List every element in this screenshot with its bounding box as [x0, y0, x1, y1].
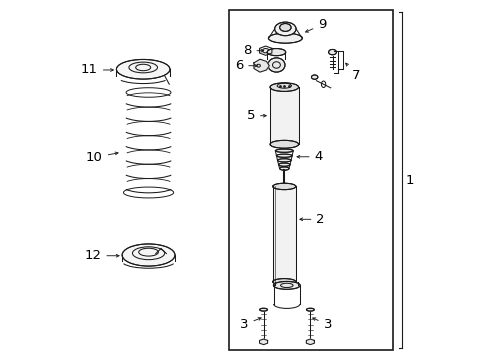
Ellipse shape	[272, 279, 296, 285]
Ellipse shape	[269, 33, 302, 43]
Ellipse shape	[270, 140, 298, 148]
Ellipse shape	[312, 75, 318, 79]
Text: 3: 3	[313, 318, 332, 331]
Ellipse shape	[117, 59, 170, 79]
Ellipse shape	[306, 308, 314, 311]
Text: 3: 3	[240, 318, 261, 331]
Text: 11: 11	[81, 63, 113, 76]
Bar	[272, 186, 296, 282]
Polygon shape	[306, 339, 315, 345]
Ellipse shape	[275, 22, 296, 36]
Text: 8: 8	[243, 44, 264, 57]
Text: 1: 1	[406, 174, 414, 186]
Ellipse shape	[280, 167, 289, 170]
Ellipse shape	[270, 83, 298, 91]
Polygon shape	[254, 59, 270, 72]
Polygon shape	[260, 339, 268, 345]
Ellipse shape	[272, 183, 296, 190]
Text: 10: 10	[86, 151, 118, 164]
Ellipse shape	[268, 58, 285, 72]
Text: 9: 9	[306, 18, 327, 32]
Text: 4: 4	[297, 150, 323, 163]
Ellipse shape	[267, 49, 286, 56]
Ellipse shape	[279, 163, 290, 166]
Ellipse shape	[273, 282, 300, 289]
Text: 6: 6	[235, 59, 257, 72]
Bar	[229, 10, 393, 350]
Text: 12: 12	[84, 249, 119, 262]
Ellipse shape	[276, 154, 292, 157]
Text: 5: 5	[246, 109, 266, 122]
Ellipse shape	[277, 159, 291, 162]
Bar	[270, 87, 298, 144]
Ellipse shape	[122, 244, 175, 266]
Text: 7: 7	[346, 63, 361, 82]
Polygon shape	[260, 46, 272, 55]
Ellipse shape	[329, 49, 337, 55]
Text: 2: 2	[300, 213, 325, 226]
Ellipse shape	[260, 308, 268, 311]
Ellipse shape	[280, 23, 291, 31]
Ellipse shape	[275, 149, 293, 152]
